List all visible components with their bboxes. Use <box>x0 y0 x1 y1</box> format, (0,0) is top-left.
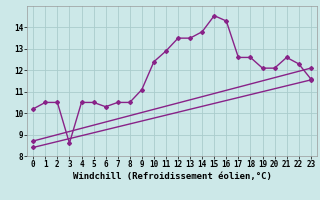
X-axis label: Windchill (Refroidissement éolien,°C): Windchill (Refroidissement éolien,°C) <box>73 172 271 181</box>
